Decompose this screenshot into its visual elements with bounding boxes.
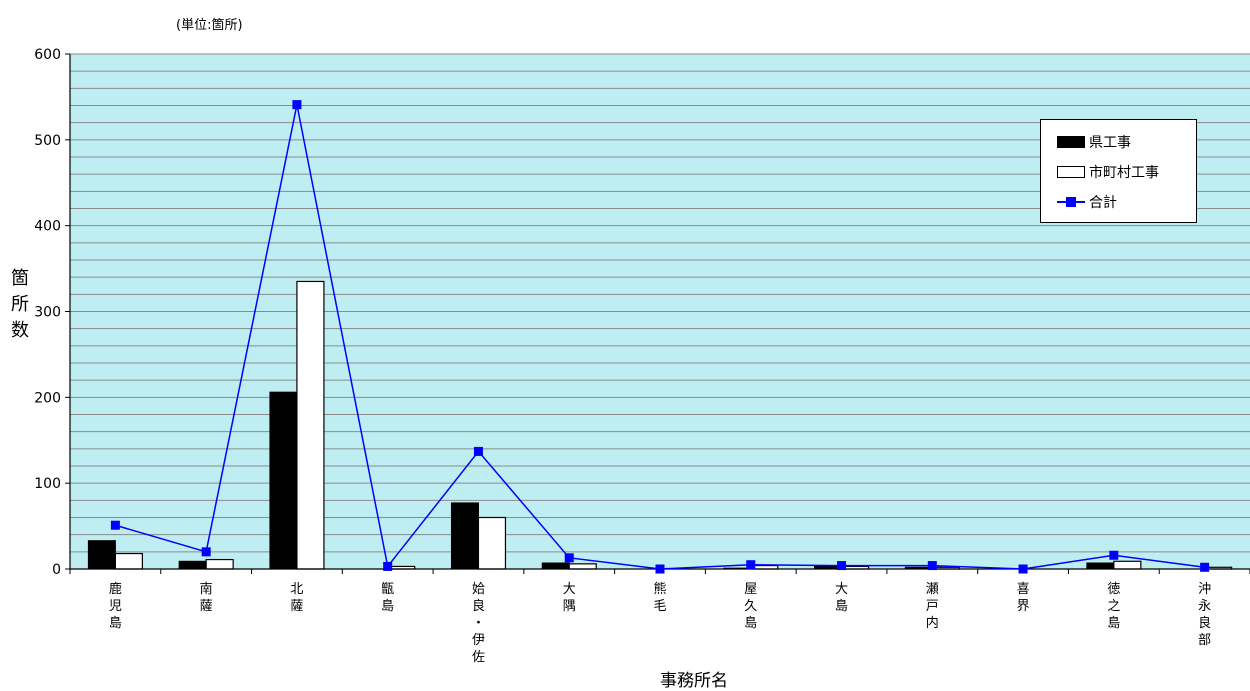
x-tick-label: 徳之島 bbox=[1107, 582, 1120, 631]
total-marker bbox=[837, 561, 847, 571]
total-marker bbox=[655, 564, 665, 574]
x-tick-label: 沖永良部 bbox=[1198, 582, 1211, 648]
x-tick-label-char: 姶 bbox=[472, 582, 485, 597]
legend-swatch-total bbox=[1057, 196, 1085, 208]
x-tick-label-char: 伊 bbox=[472, 633, 485, 648]
x-tick-label-char: 大 bbox=[835, 582, 848, 597]
bar-pref bbox=[87, 540, 116, 570]
x-tick-label: 喜界 bbox=[1017, 582, 1030, 614]
x-tick-label: 甑島 bbox=[381, 582, 394, 614]
x-tick-label-char: 隅 bbox=[563, 599, 576, 614]
x-tick-label: 瀬戸内 bbox=[926, 582, 939, 631]
x-tick-label-char: 薩 bbox=[290, 599, 303, 614]
total-marker bbox=[746, 560, 756, 570]
x-tick-label-char: 内 bbox=[926, 615, 939, 631]
x-tick-label-char: ・ bbox=[472, 616, 485, 631]
x-tick-label: 北薩 bbox=[290, 582, 303, 614]
x-tick-label-char: 良 bbox=[1198, 615, 1211, 631]
x-tick-label-char: 甑 bbox=[381, 582, 394, 597]
bar-city bbox=[1113, 560, 1142, 570]
x-axis-title: 事務所名 bbox=[660, 671, 728, 691]
y-axis-title-char: 所 bbox=[11, 294, 29, 315]
legend-label-pref: 県工事 bbox=[1089, 135, 1131, 151]
total-marker bbox=[564, 553, 574, 563]
y-axis-title-char: 箇 bbox=[11, 268, 29, 289]
x-tick-label-char: 熊 bbox=[653, 581, 666, 597]
x-tick-label-char: 佐 bbox=[472, 650, 485, 665]
x-tick-label-char: 鹿 bbox=[109, 581, 122, 597]
x-tick-label-char: 毛 bbox=[653, 599, 666, 614]
total-marker bbox=[383, 561, 393, 571]
y-axis-title: 箇 所 数 bbox=[8, 266, 32, 344]
total-marker bbox=[1109, 550, 1119, 560]
x-tick-label-char: 界 bbox=[1017, 599, 1030, 614]
y-tick-label: 500 bbox=[34, 133, 61, 149]
x-tick-label-char: 徳 bbox=[1107, 582, 1120, 597]
y-tick-label: 0 bbox=[52, 562, 61, 578]
total-marker bbox=[1200, 562, 1210, 572]
bar-city bbox=[477, 516, 507, 570]
x-tick-label-char: 島 bbox=[109, 616, 122, 631]
x-tick-label-char: 島 bbox=[835, 599, 848, 614]
y-tick-label: 200 bbox=[34, 390, 61, 406]
legend-item-city: 市町村工事 bbox=[1057, 162, 1159, 182]
total-marker bbox=[110, 520, 120, 530]
legend-item-pref: 県工事 bbox=[1057, 132, 1131, 152]
x-tick-label: 姶良・伊佐 bbox=[472, 582, 485, 665]
total-marker bbox=[201, 547, 211, 557]
x-tick-label-char: 薩 bbox=[200, 599, 213, 614]
x-tick-label: 鹿児島 bbox=[109, 581, 122, 631]
x-tick-label: 大隅 bbox=[563, 582, 576, 614]
total-marker bbox=[1018, 564, 1028, 574]
x-tick-label-char: 島 bbox=[381, 599, 394, 614]
y-tick-label: 400 bbox=[34, 219, 61, 235]
bar-pref bbox=[178, 560, 207, 570]
legend-item-total: 合計 bbox=[1057, 192, 1117, 212]
bar-city bbox=[568, 563, 597, 570]
legend-label-city: 市町村工事 bbox=[1089, 165, 1159, 181]
x-tick-label: 大島 bbox=[835, 582, 848, 614]
bar-city bbox=[205, 558, 234, 570]
x-tick-label-char: 島 bbox=[744, 616, 757, 631]
legend: 県工事 市町村工事 合計 bbox=[1040, 119, 1197, 223]
x-tick-label-char: 良 bbox=[472, 598, 485, 614]
x-tick-label-char: 久 bbox=[744, 599, 757, 614]
x-tick-label-char: 屋 bbox=[744, 582, 757, 597]
legend-swatch-pref bbox=[1057, 136, 1085, 148]
y-axis-title-char: 数 bbox=[11, 320, 29, 341]
bar-pref bbox=[541, 562, 570, 570]
x-tick-label-char: 戸 bbox=[926, 599, 939, 614]
x-tick-label: 屋久島 bbox=[744, 582, 757, 631]
x-tick-label: 南薩 bbox=[200, 581, 213, 614]
total-marker bbox=[292, 100, 302, 110]
bar-city bbox=[296, 280, 325, 570]
bar-city bbox=[114, 552, 143, 570]
x-tick-label-char: 北 bbox=[290, 582, 303, 597]
y-tick-label: 300 bbox=[34, 305, 61, 321]
x-tick-label-char: 大 bbox=[563, 582, 576, 597]
x-tick-label-char: 沖 bbox=[1198, 582, 1211, 597]
y-tick-label: 600 bbox=[34, 47, 61, 63]
x-tick-label-char: 児 bbox=[109, 599, 122, 614]
x-tick-label-char: 之 bbox=[1107, 599, 1120, 614]
legend-swatch-city bbox=[1057, 166, 1085, 178]
total-marker bbox=[927, 561, 937, 571]
x-tick-label-char: 喜 bbox=[1017, 582, 1030, 597]
legend-label-total: 合計 bbox=[1089, 195, 1117, 211]
bar-pref bbox=[269, 391, 298, 570]
x-tick-label: 熊毛 bbox=[653, 581, 666, 614]
total-marker bbox=[473, 446, 483, 456]
x-tick-label-char: 永 bbox=[1198, 599, 1211, 614]
unit-note: (単位:箇所) bbox=[176, 18, 243, 33]
bar-pref bbox=[450, 502, 479, 570]
x-tick-label-char: 南 bbox=[200, 581, 213, 597]
x-tick-label-char: 部 bbox=[1198, 633, 1211, 648]
x-tick-label-char: 瀬 bbox=[926, 582, 939, 597]
x-tick-label-char: 島 bbox=[1107, 616, 1120, 631]
x-axis-title-wrap: 事務所名 bbox=[0, 666, 1250, 691]
y-tick-label: 100 bbox=[34, 476, 61, 492]
bar-pref bbox=[1086, 562, 1115, 570]
